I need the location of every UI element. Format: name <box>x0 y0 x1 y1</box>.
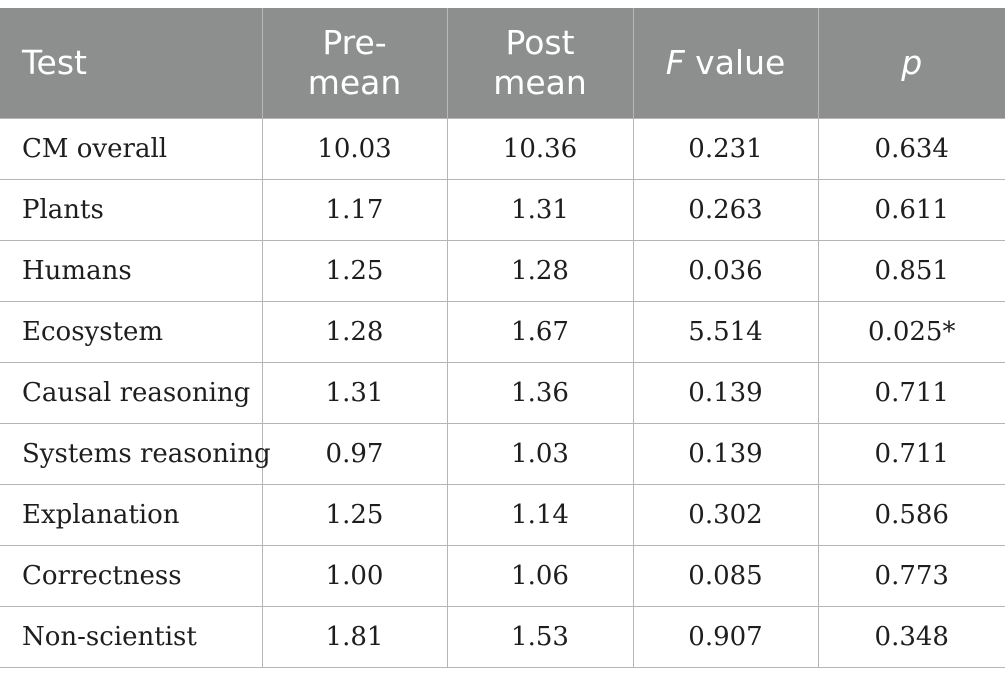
pre-mean-cell: 1.28 <box>261 301 448 363</box>
pre-mean-cell: 0.97 <box>261 423 448 485</box>
pre-mean-cell: 1.17 <box>261 179 448 241</box>
header-p-symbol: p <box>901 43 923 82</box>
header-f-value: F value <box>632 8 819 119</box>
header-post-mean-line1: Post <box>505 23 575 62</box>
table-row: Non-scientist 1.81 1.53 0.907 0.348 <box>0 606 1005 668</box>
f-value-cell: 0.036 <box>632 240 819 302</box>
header-pre-mean-line1: Pre- <box>322 23 387 62</box>
pre-mean-cell: 1.00 <box>261 545 448 607</box>
post-mean-cell: 1.14 <box>446 484 634 546</box>
header-post-mean: Post mean <box>446 8 634 119</box>
p-value-cell: 0.711 <box>817 362 1005 424</box>
p-value-cell: 0.634 <box>817 118 1005 180</box>
header-pre-mean-line2: mean <box>307 63 402 102</box>
post-mean-cell: 1.31 <box>446 179 634 241</box>
p-value-cell: 0.611 <box>817 179 1005 241</box>
test-name-cell: Causal reasoning <box>0 362 263 424</box>
f-value-cell: 0.907 <box>632 606 819 668</box>
post-mean-cell: 1.06 <box>446 545 634 607</box>
f-value-cell: 0.302 <box>632 484 819 546</box>
test-name-cell: CM overall <box>0 118 263 180</box>
table-row: Ecosystem 1.28 1.67 5.514 0.025* <box>0 301 1005 363</box>
p-value-cell: 0.348 <box>817 606 1005 668</box>
f-value-cell: 0.139 <box>632 423 819 485</box>
header-pre-mean: Pre-mean <box>261 8 448 119</box>
table-header: Test Pre-mean Post mean F value p <box>0 8 1005 119</box>
table-row: CM overall 10.03 10.36 0.231 0.634 <box>0 118 1005 180</box>
post-mean-cell: 1.36 <box>446 362 634 424</box>
table-body: CM overall 10.03 10.36 0.231 0.634 Plants 1.17… <box>0 118 1005 668</box>
f-value-cell: 0.231 <box>632 118 819 180</box>
p-value-cell: 0.851 <box>817 240 1005 302</box>
header-row: Test Pre-mean Post mean F value p <box>0 8 1005 119</box>
test-name-cell: Humans <box>0 240 263 302</box>
table-row: Plants 1.17 1.31 0.263 0.611 <box>0 179 1005 241</box>
f-value-cell: 5.514 <box>632 301 819 363</box>
post-mean-cell: 1.28 <box>446 240 634 302</box>
p-value-cell: 0.586 <box>817 484 1005 546</box>
test-name-cell: Explanation <box>0 484 263 546</box>
header-post-mean-line2: mean <box>493 63 587 102</box>
table-row: Humans 1.25 1.28 0.036 0.851 <box>0 240 1005 302</box>
p-value-cell: 0.773 <box>817 545 1005 607</box>
header-f-symbol: F <box>665 43 685 82</box>
post-mean-cell: 1.03 <box>446 423 634 485</box>
pre-mean-cell: 1.81 <box>261 606 448 668</box>
test-name-cell: Correctness <box>0 545 263 607</box>
post-mean-cell: 1.53 <box>446 606 634 668</box>
table-row: Systems reasoning 0.97 1.03 0.139 0.711 <box>0 423 1005 485</box>
table-row: Correctness 1.00 1.06 0.085 0.773 <box>0 545 1005 607</box>
results-table: Test Pre-mean Post mean F value p CM over… <box>0 8 1005 668</box>
p-value-cell: 0.711 <box>817 423 1005 485</box>
header-test: Test <box>0 8 263 119</box>
test-name-cell: Plants <box>0 179 263 241</box>
pre-mean-cell: 1.25 <box>261 484 448 546</box>
post-mean-cell: 1.67 <box>446 301 634 363</box>
f-value-cell: 0.085 <box>632 545 819 607</box>
f-value-cell: 0.263 <box>632 179 819 241</box>
post-mean-cell: 10.36 <box>446 118 634 180</box>
table-row: Explanation 1.25 1.14 0.302 0.586 <box>0 484 1005 546</box>
p-value-cell: 0.025* <box>817 301 1005 363</box>
pre-mean-cell: 1.25 <box>261 240 448 302</box>
header-p: p <box>817 8 1005 119</box>
pre-mean-cell: 10.03 <box>261 118 448 180</box>
header-f-value-text: value <box>684 43 786 82</box>
table-row: Causal reasoning 1.31 1.36 0.139 0.711 <box>0 362 1005 424</box>
f-value-cell: 0.139 <box>632 362 819 424</box>
test-name-cell: Systems reasoning <box>0 423 271 485</box>
test-name-cell: Non-scientist <box>0 606 263 668</box>
test-name-cell: Ecosystem <box>0 301 263 363</box>
pre-mean-cell: 1.31 <box>261 362 448 424</box>
